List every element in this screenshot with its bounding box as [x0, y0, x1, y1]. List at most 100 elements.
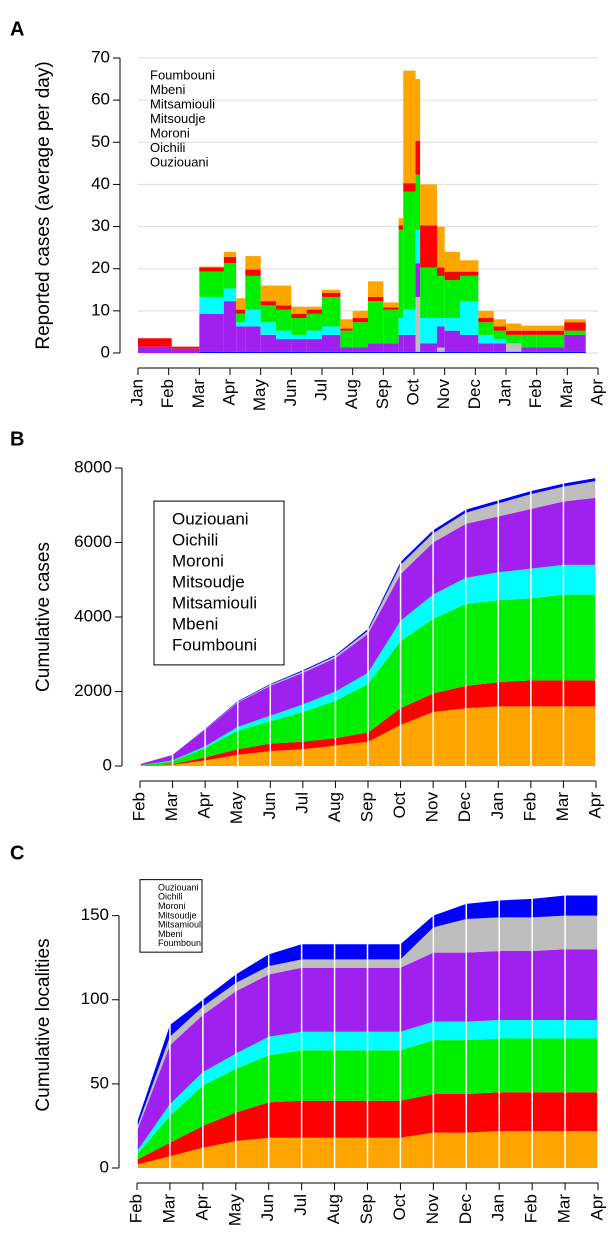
bar-segment [306, 309, 322, 314]
bar-segment [199, 266, 224, 268]
bar-segment [245, 309, 261, 327]
bar-segment [536, 330, 565, 335]
bar-segment [171, 346, 200, 349]
x-tick-label: Jun [258, 1194, 277, 1221]
panel-label: B [10, 428, 24, 450]
bar-segment [506, 351, 522, 353]
x-tick-label: Feb [126, 1194, 145, 1223]
bar-segment [322, 334, 341, 352]
panel: B Cumulative cases 0 2000 4000 6000 8000 Feb Mar… [10, 428, 604, 824]
bar-segment [493, 343, 506, 352]
bar-segment [460, 271, 479, 276]
bar-segment [403, 191, 416, 310]
legend-entry: Ouziouani [150, 154, 209, 169]
bar-segment [564, 319, 586, 323]
bar-segment [415, 296, 421, 352]
x-tick-label: Aug [342, 379, 361, 409]
y-tick-label: 2000 [74, 681, 112, 700]
bar-segment [306, 330, 322, 340]
bar-segment [536, 334, 565, 348]
x-tick-label: Apr [195, 792, 214, 819]
area [140, 680, 596, 766]
x-tick-label: May [250, 379, 269, 412]
bar-segment [199, 267, 224, 272]
bar-segment [444, 330, 460, 352]
legend-entry: Mitsamiouli [150, 96, 215, 111]
legend-box [139, 879, 203, 953]
bar-segment [245, 326, 261, 352]
legend-entry: Mitsoudje [172, 572, 245, 591]
x-tick-label: Apr [587, 1194, 606, 1221]
bar-segment [383, 343, 399, 352]
x-tick-label: Jan [127, 379, 146, 406]
bar-segment [415, 351, 421, 353]
y-axis-label: Reported cases (average per day) [33, 61, 54, 349]
bar-segment [223, 256, 237, 264]
bar-segment [340, 330, 353, 348]
panel-label: C [10, 842, 24, 864]
bar-segment [420, 343, 437, 352]
y-tick-label: 20 [91, 258, 110, 277]
bar-segment [460, 260, 479, 272]
bar-segment [340, 347, 353, 352]
y-tick-label: 0 [103, 755, 112, 774]
x-tick-label: May [227, 792, 246, 825]
bar-segment [506, 330, 522, 335]
bar-segment [276, 351, 292, 353]
x-tick-label: Jan [488, 792, 507, 819]
bar-segment [260, 305, 276, 323]
bar-segment [398, 351, 404, 353]
area [140, 497, 596, 766]
bar-segment [437, 318, 445, 327]
bar-segment [291, 318, 307, 335]
area [140, 478, 596, 765]
bar-segment [478, 322, 494, 335]
bar-segment [352, 347, 368, 352]
bar-segment [444, 351, 460, 353]
bar-segment [415, 229, 421, 264]
bar-segment [415, 263, 421, 297]
bar-segment [245, 275, 261, 310]
bar-segment [199, 351, 224, 353]
bar-segment [478, 351, 494, 353]
bar-segment [236, 298, 246, 310]
legend-entry: Mitsamiouli [172, 593, 257, 612]
bar-segment [236, 313, 246, 323]
x-tick-label: Jun [260, 792, 279, 819]
legend-entry: Oichili [150, 140, 186, 155]
legend-box [153, 500, 285, 666]
bar-segment [415, 141, 421, 175]
y-tick-label: 40 [91, 174, 110, 193]
x-tick-label: Sep [357, 1194, 376, 1224]
bar-segment [368, 343, 384, 352]
x-tick-label: Nov [423, 792, 442, 823]
area [137, 1019, 598, 1155]
legend-entry: Mbeni [158, 929, 183, 939]
bar-segment [352, 351, 368, 353]
bar-segment [403, 334, 416, 352]
bar-segment [306, 351, 322, 353]
bar-segment [306, 306, 322, 310]
bar-segment [521, 351, 537, 353]
bar-segment [493, 351, 506, 353]
x-tick-label: Jul [291, 1194, 310, 1216]
bar-segment [493, 330, 506, 340]
bar-segment [506, 323, 522, 331]
bar-segment [368, 296, 384, 302]
bar-segment [437, 326, 445, 348]
x-tick-label: Apr [219, 379, 238, 406]
area [140, 706, 596, 766]
legend-entry: Oichili [158, 892, 183, 902]
y-axis-label: Cumulative cases [33, 542, 54, 692]
bar-segment [291, 306, 307, 314]
x-tick-label: Mar [159, 1194, 178, 1224]
x-tick-label: Jan [489, 1194, 508, 1221]
bar-segment [199, 296, 224, 314]
bar-segment [260, 322, 276, 335]
bar-segment [403, 70, 416, 184]
legend-entry: Mbeni [172, 614, 218, 633]
bar-segment [383, 309, 399, 344]
y-tick-label: 6000 [74, 532, 112, 551]
x-tick-label: Mar [553, 792, 572, 822]
bar-segment [322, 292, 341, 297]
